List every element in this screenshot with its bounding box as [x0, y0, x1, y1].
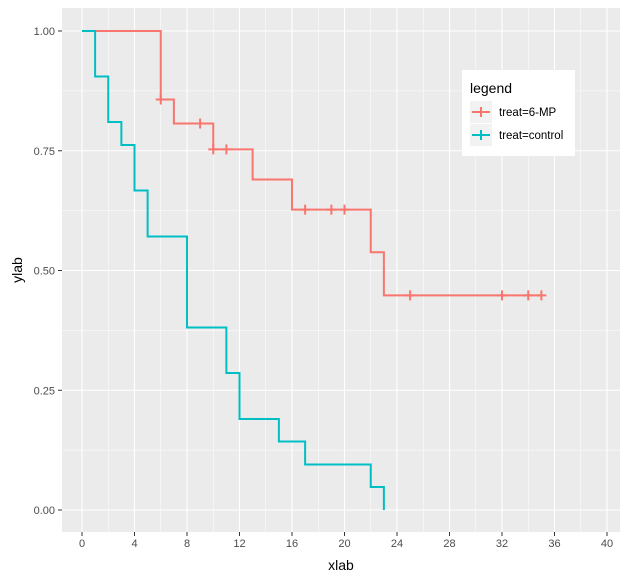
- x-axis-label: xlab: [328, 557, 354, 573]
- legend-key-1: [472, 130, 490, 140]
- y-axis-label: ylab: [9, 257, 25, 283]
- x-tick-label: 32: [496, 538, 508, 550]
- x-tick-label: 28: [443, 538, 455, 550]
- legend-label-6mp: treat=6-MP: [499, 107, 557, 119]
- censor-mark: [326, 204, 337, 215]
- x-tick-label: 12: [233, 538, 245, 550]
- censor-mark: [497, 290, 507, 301]
- x-tick-label: 0: [79, 538, 85, 550]
- legend-label-control: treat=control: [499, 130, 563, 142]
- y-tick-label: 0.25: [34, 385, 55, 397]
- censor-mark: [536, 290, 547, 301]
- series-line-1: [82, 30, 385, 510]
- y-tick-label: 0.00: [34, 505, 55, 517]
- y-tick-label: 0.50: [34, 266, 55, 278]
- x-tick-label: 40: [601, 538, 613, 550]
- x-tick-label: 4: [131, 538, 137, 550]
- censor-mark: [405, 290, 416, 301]
- censor-mark: [195, 118, 206, 129]
- censor-mark: [155, 94, 166, 105]
- censor-mark: [221, 144, 232, 155]
- legend: legend treat=6-MP treat=control: [462, 70, 575, 156]
- x-tick-label: 8: [184, 538, 190, 550]
- x-tick-label: 20: [338, 538, 350, 550]
- censor-mark: [339, 204, 350, 215]
- legend-key-0: [472, 107, 490, 117]
- y-tick-label: 1.00: [34, 26, 55, 38]
- censor-mark: [208, 144, 219, 155]
- y-tick-label: 0.75: [34, 146, 55, 158]
- censor-mark: [523, 290, 534, 301]
- x-tick-label: 16: [286, 538, 298, 550]
- series-line-0: [82, 30, 542, 297]
- censor-mark: [300, 204, 311, 215]
- legend-title: legend: [470, 80, 512, 96]
- x-tick-label: 24: [391, 538, 403, 550]
- x-tick-label: 36: [548, 538, 560, 550]
